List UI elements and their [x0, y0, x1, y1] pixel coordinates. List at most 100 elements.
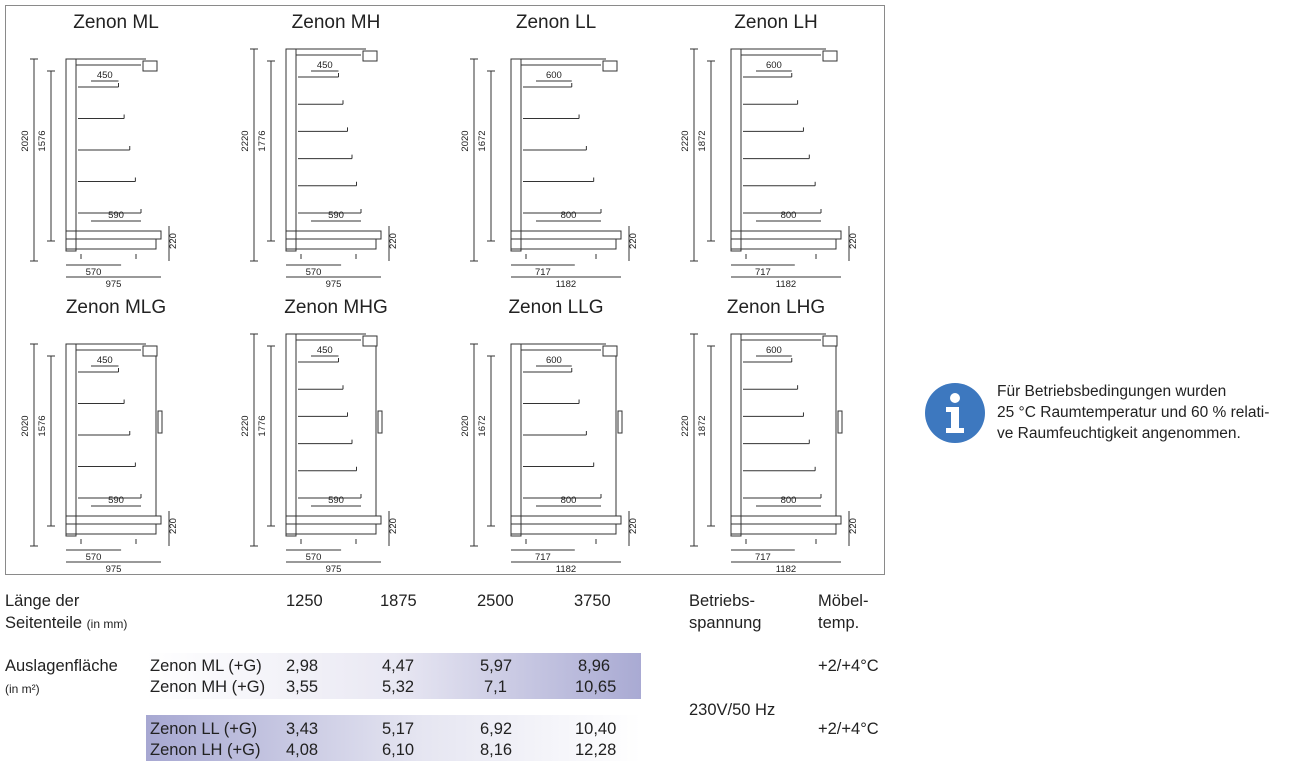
shelf-top-label: 600: [546, 70, 562, 81]
cabinet-base: [730, 523, 837, 535]
cabinet-cross-section: 2220 1776 450 590 220 570 975: [240, 48, 399, 290]
height-total-label: 2220: [680, 130, 691, 151]
foot-label: 220: [168, 233, 179, 249]
height-total-label: 2020: [460, 130, 471, 151]
shelf-bottom-label: 590: [328, 210, 344, 221]
shelf-top-label: 450: [97, 70, 113, 81]
base-label: 570: [306, 552, 322, 563]
model-drawing: Zenon MHG 2220 1776 450 590 220 570 975: [226, 291, 446, 576]
door-handle: [837, 410, 843, 434]
canopy-light: [362, 50, 378, 62]
depth-label: 975: [326, 564, 342, 575]
length-label: Länge der: [5, 592, 80, 610]
length-label-2: Seitenteile (in mm): [5, 614, 128, 632]
model-title: Zenon LLG: [508, 297, 604, 318]
depth-label: 1182: [776, 564, 796, 575]
base-label: 570: [306, 267, 322, 278]
model-drawing: Zenon LHG 2220 1872 600 800 220 717 1182: [666, 291, 886, 576]
canopy-light: [362, 335, 378, 347]
cabinet-base: [285, 238, 377, 250]
row-lh-1875: 6,10: [382, 741, 415, 759]
cabinet-base: [65, 238, 157, 250]
info-box: Für Betriebsbedingungen wurden 25 °C Rau…: [925, 383, 1285, 453]
voltage-value: 230V/50 Hz: [689, 701, 776, 719]
cabinet-base: [510, 238, 617, 250]
height-total-label: 2020: [20, 415, 31, 436]
model-title: Zenon MLG: [65, 297, 167, 318]
temp-group-1: +2/+4°C: [818, 657, 879, 675]
base-label: 717: [535, 267, 551, 278]
cabinet-cross-section: 2220 1872 600 800 220 717 1182: [680, 333, 859, 575]
model-title: Zenon LHG: [726, 297, 826, 318]
height-inner-label: 1776: [257, 415, 268, 436]
row-ll-2500: 6,92: [480, 720, 513, 738]
height-total-label: 2020: [460, 415, 471, 436]
height-inner-label: 1576: [37, 415, 48, 436]
cabinet-cross-section: 2020 1672 600 800 220 717 1182: [460, 343, 639, 575]
cabinet-cross-section: 2220 1872 600 800 220 717 1182: [680, 48, 859, 290]
shelf-bottom-label: 800: [781, 495, 797, 506]
cabinet-cross-section: 2220 1776 450 590 220 570 975: [240, 333, 399, 575]
model-title: Zenon ML: [73, 12, 159, 33]
shelf-bottom-label: 800: [561, 495, 577, 506]
height-inner-label: 1872: [697, 415, 708, 436]
drawings-frame: Zenon ML 2020 1576 450 590 220 570 975 Zenon MH 2…: [5, 5, 885, 575]
cabinet-back: [285, 333, 297, 537]
area-label: Auslagenfläche: [5, 657, 118, 675]
base-label: 717: [755, 552, 771, 563]
info-icon: [925, 383, 985, 443]
row-ll-3750: 10,40: [575, 720, 617, 738]
voltage-header: Betriebs-: [689, 592, 756, 610]
shelf-top-label: 450: [317, 345, 333, 356]
height-total-label: 2020: [20, 130, 31, 151]
cabinet-back: [730, 333, 742, 537]
depth-label: 1182: [556, 564, 576, 575]
length-unit: (in mm): [86, 617, 128, 631]
canopy-light: [602, 345, 618, 357]
row-ml-2500: 5,97: [480, 657, 513, 675]
height-total-label: 2220: [240, 415, 251, 436]
model-drawing: Zenon LH 2220 1872 600 800 220 717 1182: [666, 6, 886, 291]
height-total-label: 2220: [680, 415, 691, 436]
row-mh-1875: 5,32: [382, 678, 415, 696]
cabinet-back: [65, 58, 77, 252]
door-handle: [377, 410, 383, 434]
model-title: Zenon MHG: [284, 297, 388, 318]
height-inner-label: 1576: [37, 130, 48, 151]
area-unit: (in m²): [5, 682, 40, 696]
row-model-mh: Zenon MH (+G): [150, 678, 266, 696]
canopy-light: [142, 60, 158, 72]
cabinet-base: [510, 523, 617, 535]
door-handle: [157, 410, 163, 434]
row-lh-3750: 12,28: [575, 741, 617, 759]
height-inner-label: 1872: [697, 130, 708, 151]
foot-label: 220: [848, 518, 859, 534]
shelf-bottom-label: 590: [108, 495, 124, 506]
base-label: 570: [86, 552, 102, 563]
row-ml-1250: 2,98: [286, 657, 319, 675]
height-inner-label: 1672: [477, 415, 488, 436]
cabinet-base: [65, 523, 157, 535]
shelf-bottom-label: 800: [561, 210, 577, 221]
height-total-label: 2220: [240, 130, 251, 151]
door-handle: [617, 410, 623, 434]
row-model-lh: Zenon LH (+G): [150, 741, 261, 759]
shelf-top-label: 450: [97, 355, 113, 366]
row-ml-3750: 8,96: [578, 657, 611, 675]
cabinet-deck: [730, 230, 842, 240]
info-text: Für Betriebsbedingungen wurden 25 °C Rau…: [997, 383, 1270, 442]
foot-label: 220: [628, 233, 639, 249]
cabinet-deck: [285, 515, 382, 525]
canopy-light: [822, 50, 838, 62]
height-inner-label: 1672: [477, 130, 488, 151]
depth-label: 1182: [556, 279, 576, 290]
model-title: Zenon LH: [734, 12, 818, 33]
cabinet-deck: [510, 515, 622, 525]
row-model-ll: Zenon LL (+G): [150, 720, 258, 738]
cabinet-deck: [285, 230, 382, 240]
shelf-top-label: 600: [546, 355, 562, 366]
cabinet-base: [730, 238, 837, 250]
depth-label: 975: [106, 279, 122, 290]
row-ll-1875: 5,17: [382, 720, 415, 738]
canopy-light: [602, 60, 618, 72]
